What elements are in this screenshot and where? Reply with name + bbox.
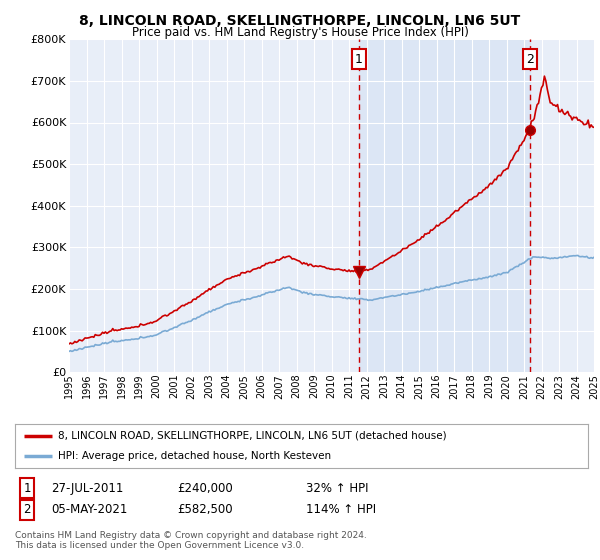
Text: £582,500: £582,500 <box>177 503 233 516</box>
Text: 2: 2 <box>526 53 534 66</box>
Text: 05-MAY-2021: 05-MAY-2021 <box>51 503 127 516</box>
Text: 1: 1 <box>23 482 31 495</box>
Text: 114% ↑ HPI: 114% ↑ HPI <box>306 503 376 516</box>
Text: Price paid vs. HM Land Registry's House Price Index (HPI): Price paid vs. HM Land Registry's House … <box>131 26 469 39</box>
Text: 32% ↑ HPI: 32% ↑ HPI <box>306 482 368 495</box>
Text: 27-JUL-2011: 27-JUL-2011 <box>51 482 124 495</box>
Text: £240,000: £240,000 <box>177 482 233 495</box>
Text: 8, LINCOLN ROAD, SKELLINGTHORPE, LINCOLN, LN6 5UT (detached house): 8, LINCOLN ROAD, SKELLINGTHORPE, LINCOLN… <box>58 431 446 441</box>
Text: HPI: Average price, detached house, North Kesteven: HPI: Average price, detached house, Nort… <box>58 451 331 461</box>
Text: 2: 2 <box>23 503 31 516</box>
Text: Contains HM Land Registry data © Crown copyright and database right 2024.
This d: Contains HM Land Registry data © Crown c… <box>15 531 367 550</box>
Bar <box>359 39 530 372</box>
Text: 8, LINCOLN ROAD, SKELLINGTHORPE, LINCOLN, LN6 5UT: 8, LINCOLN ROAD, SKELLINGTHORPE, LINCOLN… <box>79 14 521 28</box>
Text: 1: 1 <box>355 53 363 66</box>
